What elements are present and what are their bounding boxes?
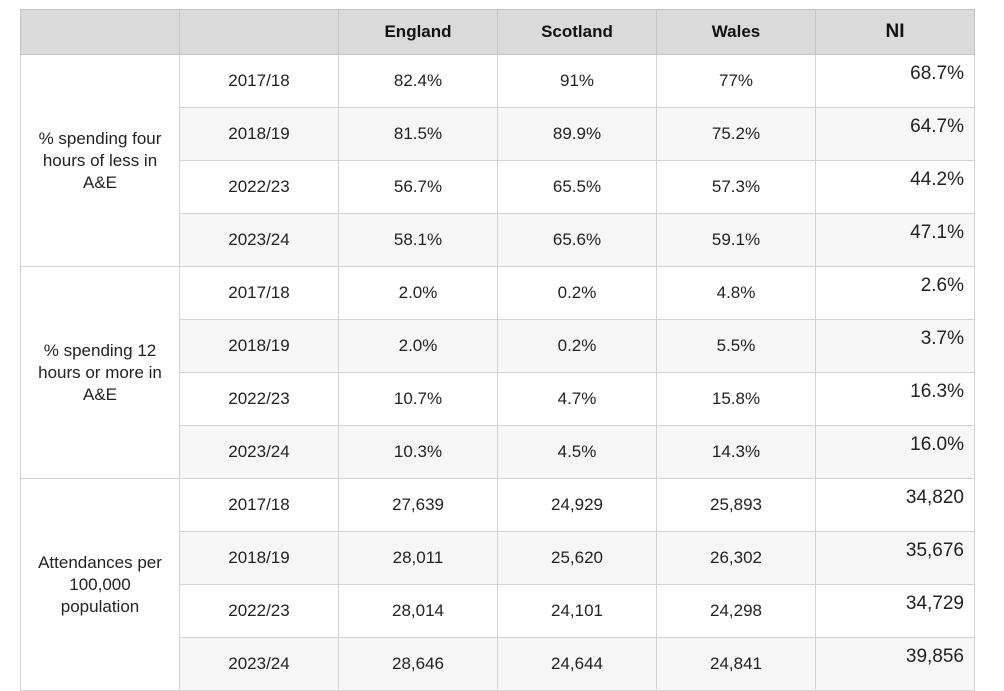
scotland-cell: 24,929: [497, 478, 657, 532]
scotland-cell: 0.2%: [497, 319, 657, 373]
wales-cell: 14.3%: [656, 425, 816, 479]
england-cell: 58.1%: [338, 213, 498, 267]
data-table: England Scotland Wales NI % spending fou…: [20, 9, 975, 691]
wales-cell: 24,841: [656, 637, 816, 691]
year-cell: 2017/18: [179, 54, 339, 108]
table-row: 2018/19 81.5% 89.9% 75.2% 64.7%: [21, 107, 975, 161]
scotland-cell: 4.7%: [497, 372, 657, 426]
table-row: 2018/19 2.0% 0.2% 5.5% 3.7%: [21, 319, 975, 373]
table-row: % spending 12 hours or more in A&E 2017/…: [20, 266, 975, 479]
wales-cell: 77%: [656, 54, 816, 108]
metric-label: Attendances per 100,000 population: [20, 478, 180, 691]
year-cell: 2017/18: [179, 266, 339, 320]
scotland-cell: 4.5%: [497, 425, 657, 479]
ni-cell: 3.7%: [815, 319, 975, 373]
wales-cell: 57.3%: [656, 160, 816, 214]
scotland-cell: 0.2%: [497, 266, 657, 320]
ni-cell: 16.3%: [815, 372, 975, 426]
england-cell: 2.0%: [338, 319, 498, 373]
year-cell: 2022/23: [179, 584, 339, 638]
table-row: 2022/23 56.7% 65.5% 57.3% 44.2%: [21, 160, 975, 214]
scotland-cell: 89.9%: [497, 107, 657, 161]
header-row: England Scotland Wales NI: [20, 9, 975, 55]
wales-cell: 26,302: [656, 531, 816, 585]
year-cell: 2023/24: [179, 637, 339, 691]
england-cell: 27,639: [338, 478, 498, 532]
scotland-cell: 24,644: [497, 637, 657, 691]
ni-cell: 16.0%: [815, 425, 975, 479]
ni-cell: 35,676: [815, 531, 975, 585]
ni-cell: 2.6%: [815, 266, 975, 320]
header-scotland: Scotland: [497, 9, 657, 55]
scotland-cell: 24,101: [497, 584, 657, 638]
england-cell: 28,646: [338, 637, 498, 691]
header-england: England: [338, 9, 498, 55]
metric-label: % spending 12 hours or more in A&E: [20, 266, 180, 479]
header-wales: Wales: [656, 9, 816, 55]
england-cell: 28,011: [338, 531, 498, 585]
england-cell: 10.7%: [338, 372, 498, 426]
wales-cell: 59.1%: [656, 213, 816, 267]
wales-cell: 24,298: [656, 584, 816, 638]
table-row: Attendances per 100,000 population 2017/…: [20, 478, 975, 691]
year-cell: 2018/19: [179, 319, 339, 373]
wales-cell: 4.8%: [656, 266, 816, 320]
table-row: % spending four hours of less in A&E 201…: [20, 54, 975, 267]
ni-cell: 44.2%: [815, 160, 975, 214]
england-cell: 28,014: [338, 584, 498, 638]
england-cell: 10.3%: [338, 425, 498, 479]
wales-cell: 15.8%: [656, 372, 816, 426]
wales-cell: 75.2%: [656, 107, 816, 161]
wales-cell: 5.5%: [656, 319, 816, 373]
ni-cell: 68.7%: [815, 54, 975, 108]
scotland-cell: 65.5%: [497, 160, 657, 214]
year-cell: 2017/18: [179, 478, 339, 532]
ni-cell: 47.1%: [815, 213, 975, 267]
ni-cell: 64.7%: [815, 107, 975, 161]
ni-cell: 39,856: [815, 637, 975, 691]
metric-label: % spending four hours of less in A&E: [20, 54, 180, 267]
england-cell: 56.7%: [338, 160, 498, 214]
year-cell: 2022/23: [179, 372, 339, 426]
table-row: 2023/24 10.3% 4.5% 14.3% 16.0%: [21, 425, 975, 479]
scotland-cell: 65.6%: [497, 213, 657, 267]
year-cell: 2023/24: [179, 213, 339, 267]
scotland-cell: 25,620: [497, 531, 657, 585]
table-header: England Scotland Wales NI: [20, 9, 975, 55]
ni-cell: 34,729: [815, 584, 975, 638]
table-row: 2023/24 58.1% 65.6% 59.1% 47.1%: [21, 213, 975, 267]
year-cell: 2018/19: [179, 107, 339, 161]
header-blank-metric: [20, 9, 180, 55]
england-cell: 2.0%: [338, 266, 498, 320]
england-cell: 81.5%: [338, 107, 498, 161]
header-blank-year: [179, 9, 339, 55]
table-body: % spending four hours of less in A&E 201…: [20, 54, 975, 691]
england-cell: 82.4%: [338, 54, 498, 108]
year-cell: 2018/19: [179, 531, 339, 585]
wales-cell: 25,893: [656, 478, 816, 532]
year-cell: 2022/23: [179, 160, 339, 214]
header-ni: NI: [815, 9, 975, 55]
ni-cell: 34,820: [815, 478, 975, 532]
year-cell: 2023/24: [179, 425, 339, 479]
scotland-cell: 91%: [497, 54, 657, 108]
